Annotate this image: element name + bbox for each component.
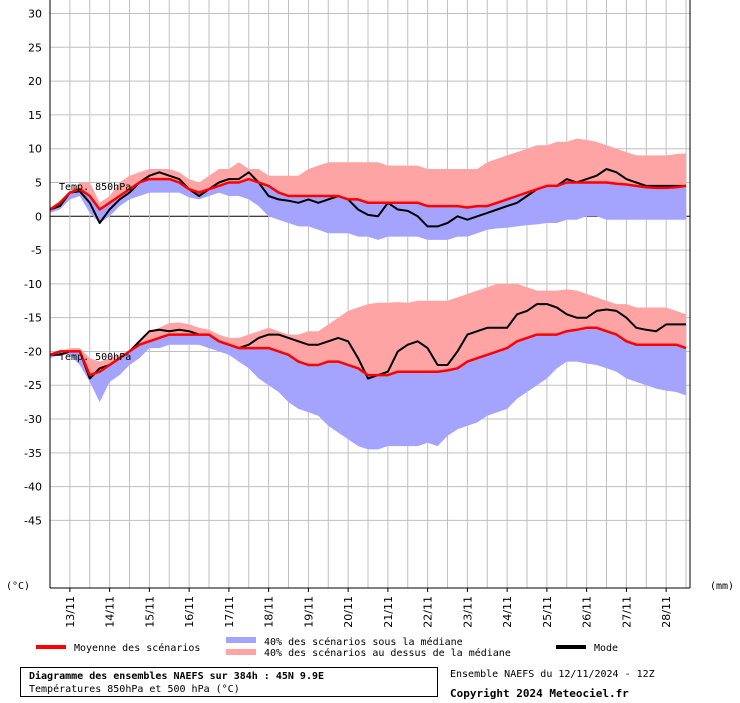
x-tick-label: 17/11 bbox=[223, 596, 236, 628]
x-tick-label: 19/11 bbox=[302, 596, 315, 628]
mode-line-500 bbox=[50, 303, 686, 380]
y-tick-label: 0 bbox=[35, 210, 42, 223]
legend-swatch-below bbox=[226, 637, 256, 643]
x-tick-label: 23/11 bbox=[461, 596, 474, 628]
legend-label-mean: Moyenne des scénarios bbox=[74, 642, 200, 654]
y-tick-label: -15 bbox=[24, 312, 42, 325]
ensemble-chart: 30 25 20 15 10 5 0 -5 -10 -15 -20 -25 -30 -35 -40 -45 13… bbox=[6, 0, 734, 659]
y-tick-label: -5 bbox=[31, 244, 42, 257]
y-tick-label: -30 bbox=[24, 413, 42, 426]
series-lines bbox=[49, 168, 687, 380]
y-tick-label: 5 bbox=[35, 176, 42, 189]
y-tick-label: 30 bbox=[28, 8, 42, 21]
footer-info-box: Diagramme des ensembles NAEFS sur 384h :… bbox=[20, 667, 438, 697]
x-tick-label: 25/11 bbox=[541, 596, 554, 628]
annotation-t500: Temp. 500hPa bbox=[59, 352, 131, 363]
footer-run-info: Ensemble NAEFS du 12/11/2024 - 12Z Copyr… bbox=[450, 665, 730, 703]
legend-label-below: 40% des scénarios sous la médiane bbox=[264, 636, 463, 648]
x-tick-label: 21/11 bbox=[382, 596, 395, 628]
mean-line-850 bbox=[49, 177, 687, 211]
grid bbox=[50, 0, 690, 588]
footer-subtitle: Températures 850hPa et 500 hPa (°C) bbox=[29, 684, 240, 695]
x-tick-label: 28/11 bbox=[660, 596, 673, 628]
y-tick-label: 15 bbox=[28, 109, 42, 122]
legend: Moyenne des scénarios 40% des scénarios … bbox=[36, 636, 618, 659]
y-tick-label: 20 bbox=[28, 75, 42, 88]
footer-run: Ensemble NAEFS du 12/11/2024 - 12Z bbox=[450, 669, 655, 680]
footer-title: Diagramme des ensembles NAEFS sur 384h :… bbox=[29, 671, 325, 682]
axes: 30 25 20 15 10 5 0 -5 -10 -15 -20 -25 -30 -35 -40 -45 13… bbox=[24, 0, 691, 628]
x-tick-label: 24/11 bbox=[501, 596, 514, 628]
x-tick-label: 16/11 bbox=[183, 596, 196, 628]
legend-label-mode: Mode bbox=[594, 643, 618, 654]
y-tick-label: -25 bbox=[24, 379, 42, 392]
x-tick-label: 22/11 bbox=[422, 596, 435, 628]
x-tick-label: 20/11 bbox=[342, 596, 355, 628]
x-tick-label: 15/11 bbox=[143, 596, 156, 628]
y-unit-label: (°C) bbox=[6, 581, 30, 592]
legend-swatch-above bbox=[226, 649, 256, 655]
mean-line-500 bbox=[49, 326, 687, 377]
bands bbox=[50, 138, 686, 450]
y-tick-label: 25 bbox=[28, 41, 42, 54]
footer-copyright: Copyright 2024 Meteociel.fr bbox=[450, 687, 629, 700]
x-tick-label: 13/11 bbox=[64, 596, 77, 628]
annotation-t850: Temp. 850hPa bbox=[59, 182, 131, 193]
band-above-500 bbox=[50, 283, 686, 376]
y-tick-label: 10 bbox=[28, 143, 42, 156]
y-tick-label: -35 bbox=[24, 447, 42, 460]
band-below-500 bbox=[50, 327, 686, 450]
x-tick-label: 26/11 bbox=[581, 596, 594, 628]
band-below-850 bbox=[50, 179, 686, 240]
y-tick-label: -40 bbox=[24, 481, 42, 494]
y-tick-label: -20 bbox=[24, 345, 42, 358]
legend-label-above: 40% des scénarios au dessus de la médian… bbox=[264, 647, 511, 659]
x-tick-label: 27/11 bbox=[620, 596, 633, 628]
right-unit-label: (mm) bbox=[710, 581, 734, 592]
x-tick-label: 18/11 bbox=[263, 596, 276, 628]
y-tick-label: -45 bbox=[24, 514, 42, 527]
x-tick-label: 14/11 bbox=[104, 596, 117, 628]
y-tick-label: -10 bbox=[24, 278, 42, 291]
